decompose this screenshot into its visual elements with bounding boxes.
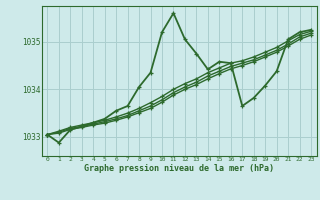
- X-axis label: Graphe pression niveau de la mer (hPa): Graphe pression niveau de la mer (hPa): [84, 164, 274, 173]
